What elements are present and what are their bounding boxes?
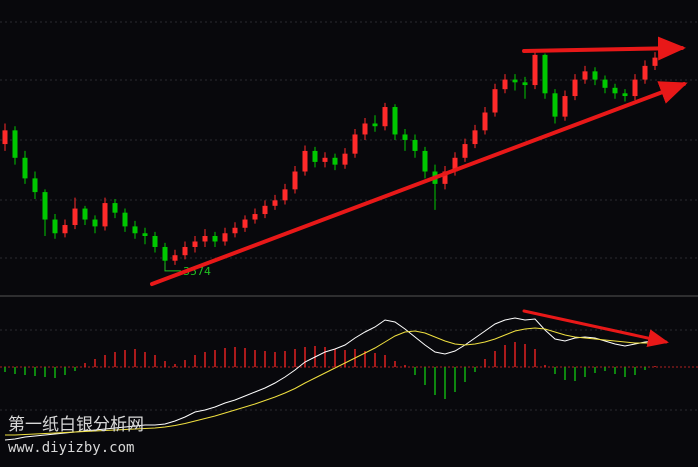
candle-body: [52, 219, 58, 234]
candle-body: [42, 192, 48, 220]
candle-body: [362, 123, 368, 135]
candle-body: [242, 219, 248, 228]
candle-body: [32, 178, 38, 193]
candle-body: [82, 208, 88, 220]
candle-body: [472, 130, 478, 145]
candle-body: [272, 200, 278, 206]
candle-body: [532, 54, 538, 86]
candle-body: [542, 54, 548, 94]
candle-body: [132, 226, 138, 234]
candle-body: [152, 236, 158, 247]
candle-body: [592, 71, 598, 80]
macd-panel: [0, 317, 698, 441]
candle-body: [422, 150, 428, 172]
candle-body: [202, 236, 208, 242]
low-marker: [164, 262, 181, 272]
candle-body: [502, 79, 508, 90]
candle-body: [492, 89, 498, 113]
candle-body: [282, 189, 288, 201]
candle-body: [562, 96, 568, 117]
price-panel: 3574: [2, 50, 658, 278]
candle-body: [62, 225, 68, 234]
background-grid: [0, 21, 698, 411]
watermark-url: www.diyizby.com: [8, 440, 134, 456]
candle-body: [332, 157, 338, 165]
macd-divergence-line: [522, 309, 669, 347]
candle-body: [162, 246, 168, 261]
candle-body: [452, 157, 458, 172]
candle-body: [462, 144, 468, 158]
watermark-title: 第一纸白银分析网: [8, 415, 144, 435]
candle-body: [402, 134, 408, 140]
candle-body: [552, 93, 558, 117]
candle-body: [122, 212, 128, 227]
candle-body: [602, 79, 608, 88]
candle-body: [12, 130, 18, 158]
candle-body: [442, 171, 448, 184]
candle-body: [92, 219, 98, 227]
candle-body: [2, 130, 8, 145]
candle-body: [182, 246, 188, 256]
candle-body: [392, 107, 398, 135]
support-trend-line: [150, 81, 688, 286]
candle-body: [372, 123, 378, 127]
candle-body: [382, 107, 388, 127]
candle-body: [252, 214, 258, 220]
macd-line: [5, 327, 655, 436]
trend-lines: [150, 36, 688, 347]
candle-body: [192, 241, 198, 247]
candle-body: [572, 79, 578, 97]
candle-body: [632, 79, 638, 97]
candle-body: [212, 236, 218, 242]
candle-body: [312, 150, 318, 162]
candle-body: [302, 150, 308, 172]
candle-body: [22, 157, 28, 179]
candle-body: [292, 171, 298, 190]
candle-body: [222, 233, 228, 242]
candle-body: [112, 203, 118, 213]
candle-body: [582, 71, 588, 80]
candle-body: [482, 112, 488, 131]
candle-body: [652, 57, 658, 66]
candle-body: [512, 79, 518, 83]
candle-body: [642, 65, 648, 80]
candle-body: [352, 134, 358, 154]
candle-body: [262, 205, 268, 215]
candle-body: [322, 157, 328, 162]
resistance-line: [522, 36, 686, 61]
candle-body: [102, 203, 108, 227]
candle-body: [142, 233, 148, 236]
candle-body: [342, 153, 348, 165]
candle-body: [522, 82, 528, 86]
macd-line: [4, 317, 656, 441]
candle-body: [412, 139, 418, 151]
candle-body: [622, 93, 628, 97]
candle-body: [232, 227, 238, 234]
candle-body: [172, 255, 178, 261]
candle-body: [72, 208, 78, 226]
candle-body: [612, 87, 618, 94]
